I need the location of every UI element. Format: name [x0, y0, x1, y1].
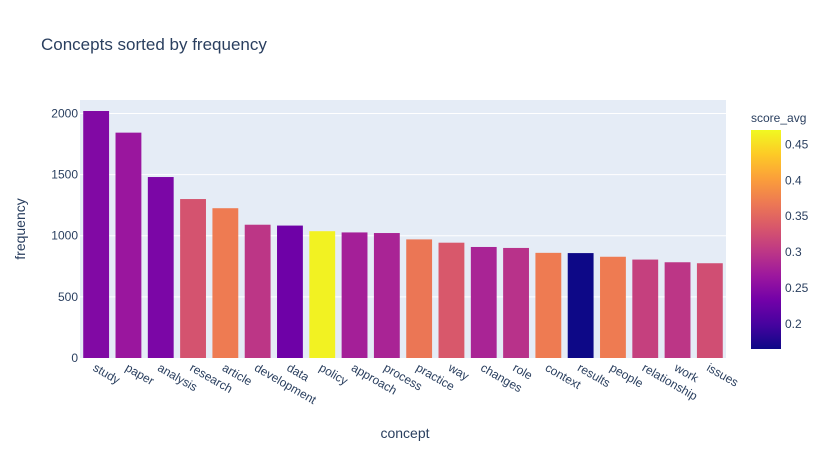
colorbar-tick-label: 0.3	[785, 245, 802, 259]
bar-people	[600, 256, 626, 358]
bar-process	[373, 233, 400, 358]
y-tick-label: 2000	[51, 106, 78, 120]
bar-practice	[406, 239, 433, 358]
y-axis-ticks: 0 500 1000 1500 2000	[51, 106, 78, 365]
colorbar-tick-label: 0.2	[785, 317, 802, 331]
colorbar-tick-label: 0.45	[785, 137, 809, 151]
bar-study	[83, 111, 110, 359]
colorbar-gradient	[751, 130, 781, 349]
colorbar-tick-label: 0.35	[785, 209, 809, 223]
colorbar-ticks: 0.2 0.25 0.3 0.35 0.4 0.45	[785, 137, 809, 331]
bar-research	[180, 199, 206, 358]
bar-data	[277, 225, 303, 358]
bar-policy	[309, 231, 336, 358]
bar-role	[503, 247, 529, 358]
bar-issues	[696, 263, 723, 358]
colorbar-tick-label: 0.25	[785, 281, 809, 295]
bar-context	[535, 252, 562, 358]
colorbar: score_avg 0.2 0.25 0.3 0.35 0.4 0.45	[751, 111, 809, 349]
x-tick-label: context	[543, 360, 584, 392]
bar-way	[438, 242, 465, 358]
x-tick-label: policy	[317, 360, 351, 387]
x-tick-label: development	[252, 360, 319, 407]
x-tick-label: paper	[123, 360, 157, 387]
y-tick-label: 500	[58, 290, 78, 304]
colorbar-tick-label: 0.4	[785, 173, 802, 187]
chart-title: Concepts sorted by frequency	[41, 35, 267, 54]
bar-changes	[470, 246, 497, 358]
bar-paper	[115, 132, 142, 358]
bar-article	[212, 208, 239, 358]
x-tick-label: issues	[704, 360, 740, 389]
x-tick-label: study	[91, 360, 123, 386]
bar-work	[664, 262, 691, 358]
y-axis-title: frequency	[12, 198, 28, 259]
colorbar-title: score_avg	[751, 111, 806, 125]
bars	[83, 111, 723, 359]
bar-results	[567, 253, 594, 358]
y-tick-label: 1500	[51, 168, 78, 182]
bar-development	[244, 224, 271, 358]
y-tick-label: 0	[71, 351, 78, 365]
x-tick-label: results	[575, 360, 613, 390]
bar-approach	[341, 232, 368, 358]
plot-area	[80, 100, 726, 358]
x-tick-label: people	[607, 360, 645, 390]
bar-relationship	[632, 259, 659, 358]
bar-analysis	[147, 177, 174, 358]
x-axis-ticks: study paperanalysisresearcharticledevelop…	[91, 360, 741, 407]
x-axis-title: concept	[380, 425, 429, 441]
y-tick-label: 1000	[51, 229, 78, 243]
